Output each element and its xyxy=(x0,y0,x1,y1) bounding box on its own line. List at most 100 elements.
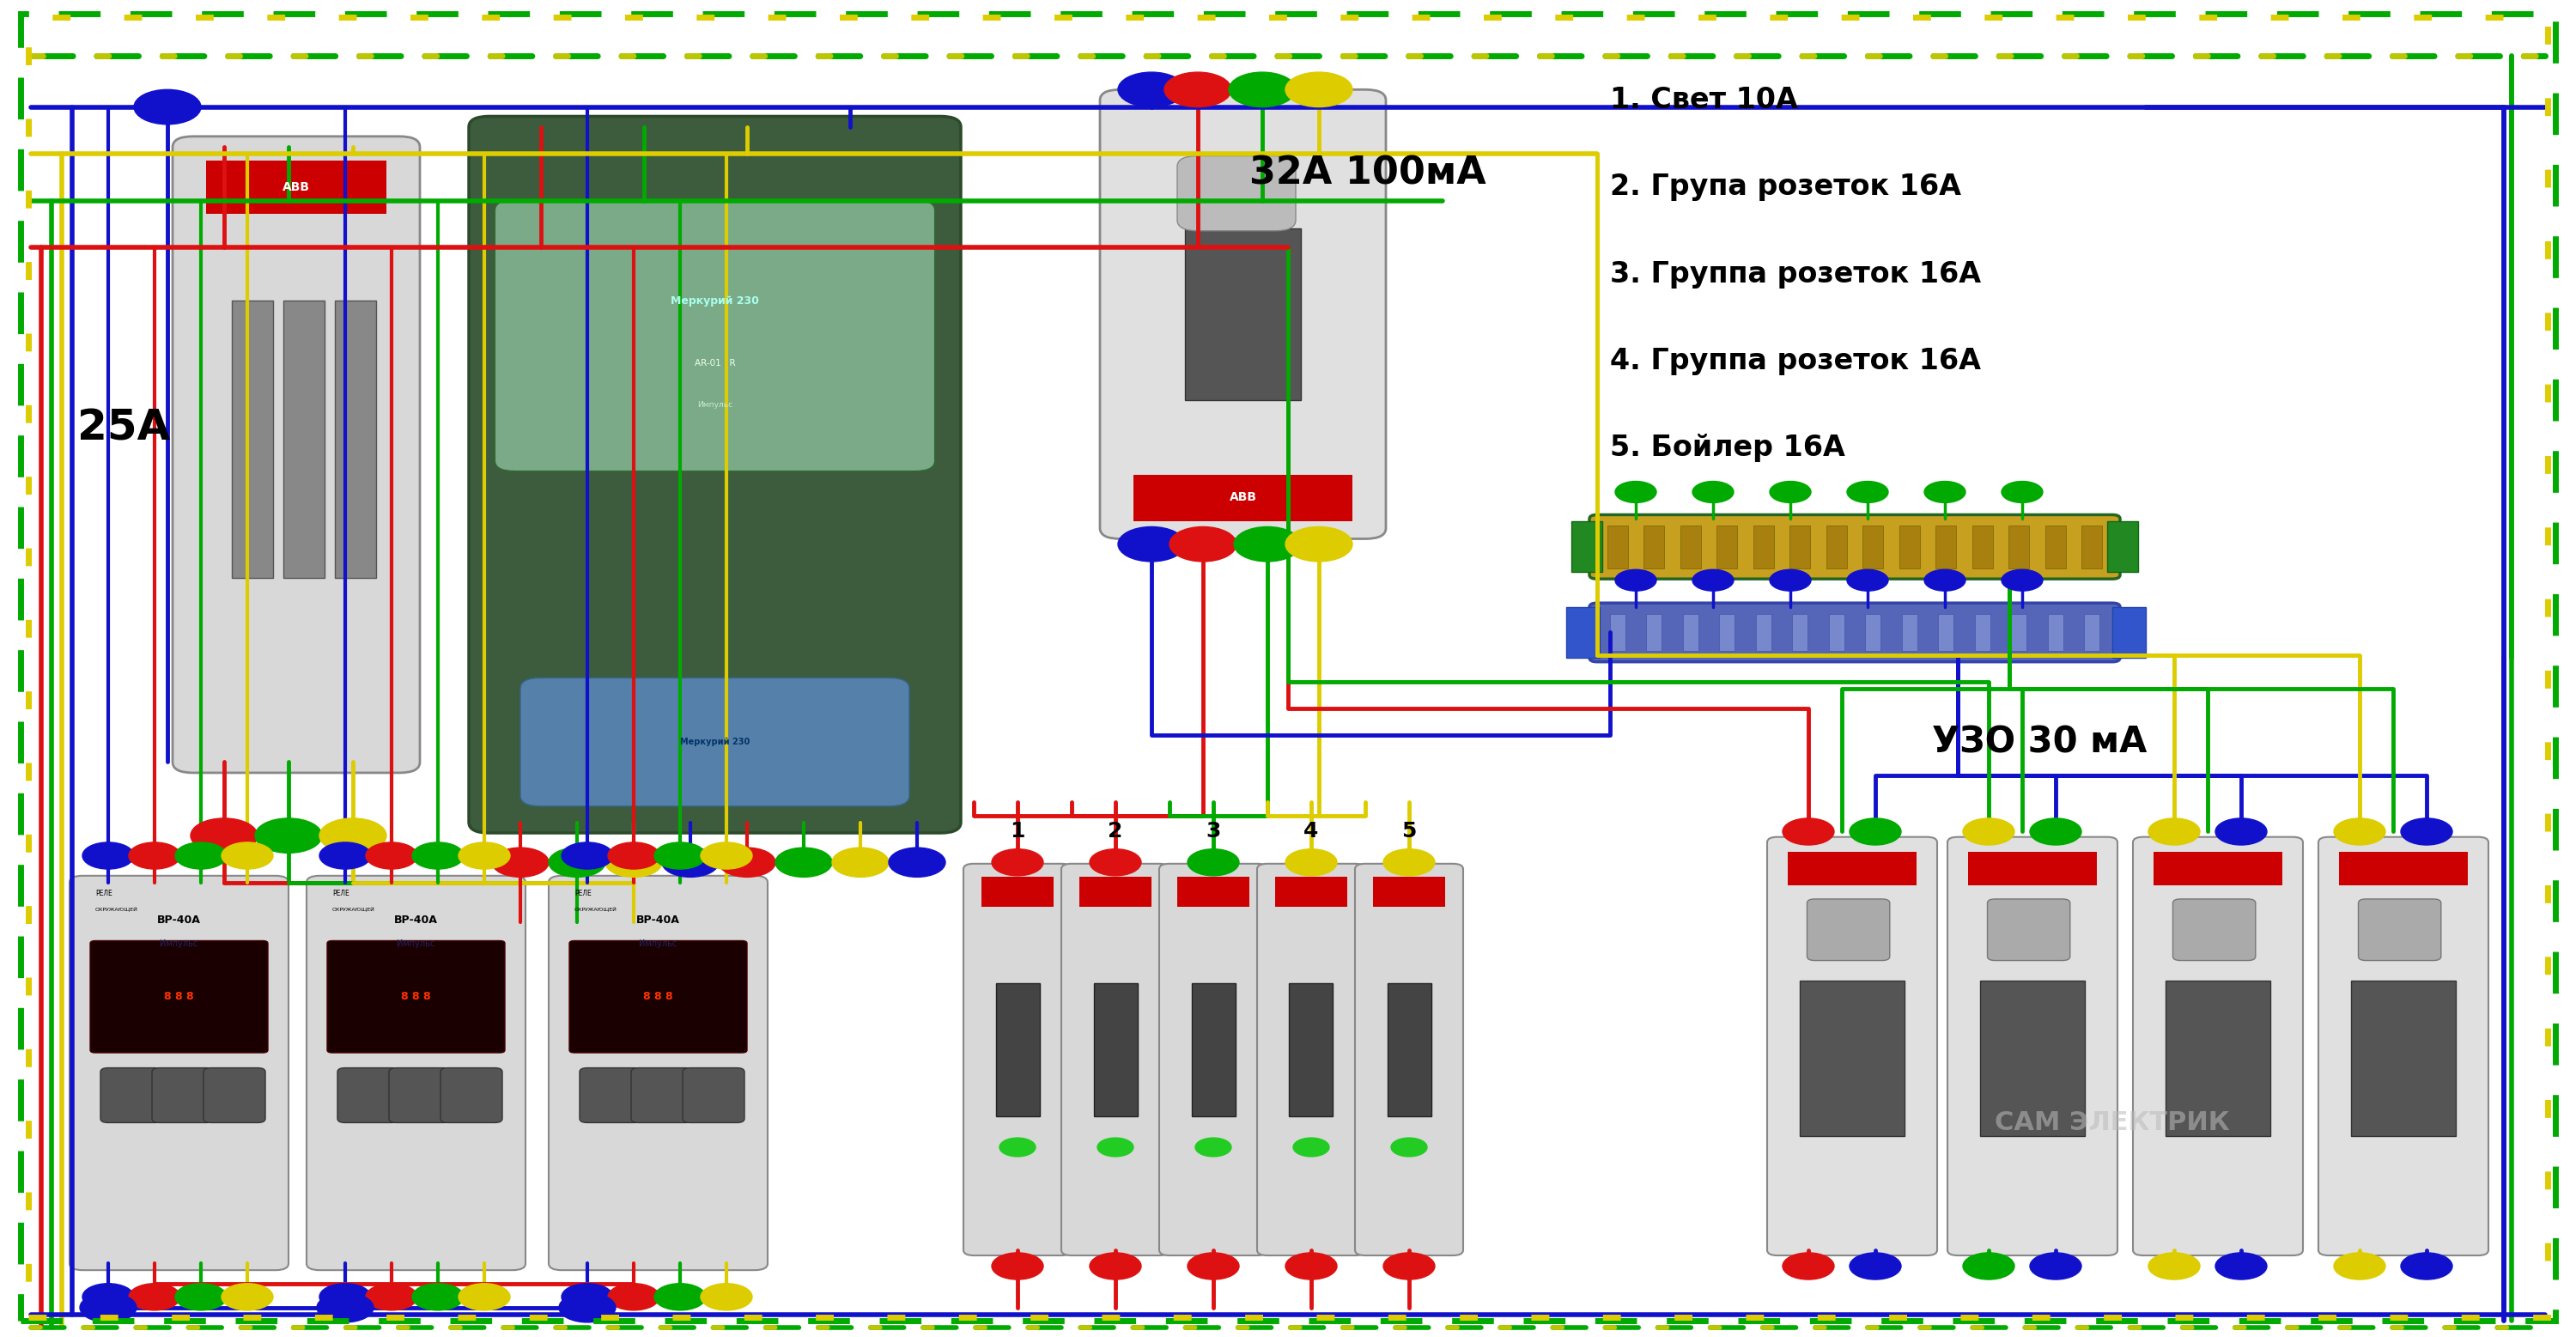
Circle shape xyxy=(2030,818,2081,845)
FancyBboxPatch shape xyxy=(1589,603,2120,662)
Text: Меркурий 230: Меркурий 230 xyxy=(670,295,760,306)
Circle shape xyxy=(255,818,322,853)
Circle shape xyxy=(1963,818,2014,845)
Bar xyxy=(1718,614,1734,651)
Circle shape xyxy=(1615,481,1656,503)
FancyBboxPatch shape xyxy=(495,199,935,472)
FancyBboxPatch shape xyxy=(469,116,961,833)
Circle shape xyxy=(459,842,510,869)
Circle shape xyxy=(562,1284,613,1310)
Text: 1. Свет 10А: 1. Свет 10А xyxy=(1610,86,1798,115)
Circle shape xyxy=(191,818,258,853)
Circle shape xyxy=(2002,570,2043,591)
Bar xyxy=(1754,525,1775,568)
Bar xyxy=(206,160,386,214)
FancyBboxPatch shape xyxy=(1767,837,1937,1255)
Text: 2: 2 xyxy=(1108,821,1123,842)
Circle shape xyxy=(129,1284,180,1310)
Circle shape xyxy=(832,848,889,877)
Circle shape xyxy=(1615,570,1656,591)
Bar xyxy=(2352,981,2455,1136)
FancyBboxPatch shape xyxy=(580,1068,641,1123)
Circle shape xyxy=(1783,1253,1834,1280)
Circle shape xyxy=(1391,1138,1427,1157)
Circle shape xyxy=(1850,1253,1901,1280)
Circle shape xyxy=(1170,527,1236,562)
Bar xyxy=(1275,877,1347,906)
FancyBboxPatch shape xyxy=(100,1068,162,1123)
FancyBboxPatch shape xyxy=(204,1068,265,1123)
Circle shape xyxy=(605,848,662,877)
Bar xyxy=(2107,521,2138,572)
Text: Меркурий 230: Меркурий 230 xyxy=(680,738,750,746)
FancyBboxPatch shape xyxy=(569,941,747,1052)
Bar xyxy=(1185,229,1301,400)
Bar xyxy=(1981,981,2084,1136)
Circle shape xyxy=(129,842,180,869)
Circle shape xyxy=(2030,1253,2081,1280)
Bar xyxy=(1682,614,1698,651)
FancyBboxPatch shape xyxy=(1100,90,1386,539)
FancyBboxPatch shape xyxy=(520,678,909,806)
Text: 8 8 8: 8 8 8 xyxy=(644,991,672,1003)
Text: УЗО 30 мА: УЗО 30 мА xyxy=(1932,725,2146,759)
FancyBboxPatch shape xyxy=(631,1068,693,1123)
Bar xyxy=(1643,525,1664,568)
FancyBboxPatch shape xyxy=(1257,864,1365,1255)
Circle shape xyxy=(701,1284,752,1310)
FancyBboxPatch shape xyxy=(1947,837,2117,1255)
FancyBboxPatch shape xyxy=(1355,864,1463,1255)
Bar xyxy=(1973,525,1994,568)
Circle shape xyxy=(1924,481,1965,503)
Bar xyxy=(1788,852,1917,885)
FancyBboxPatch shape xyxy=(2360,898,2442,960)
FancyBboxPatch shape xyxy=(1061,864,1170,1255)
Circle shape xyxy=(1188,849,1239,876)
Circle shape xyxy=(662,848,719,877)
FancyBboxPatch shape xyxy=(1989,898,2071,960)
Bar xyxy=(2084,614,2099,651)
Bar xyxy=(1826,525,1847,568)
Text: ВР-40А: ВР-40А xyxy=(394,915,438,927)
Bar xyxy=(1793,614,1808,651)
Bar xyxy=(232,301,273,578)
Text: ОКРУЖАЮЩЕЙ: ОКРУЖАЮЩЕЙ xyxy=(574,906,618,912)
Circle shape xyxy=(2215,818,2267,845)
Text: ВР-40А: ВР-40А xyxy=(636,915,680,927)
Bar xyxy=(1790,525,1811,568)
Bar xyxy=(1177,877,1249,906)
Bar xyxy=(1716,525,1736,568)
Circle shape xyxy=(889,848,945,877)
Bar xyxy=(1386,984,1432,1116)
Bar xyxy=(1801,981,1904,1136)
FancyBboxPatch shape xyxy=(307,876,526,1270)
Circle shape xyxy=(2148,1253,2200,1280)
Text: РЕЛЕ: РЕЛЕ xyxy=(574,890,592,897)
Bar xyxy=(1079,877,1151,906)
Circle shape xyxy=(1847,570,1888,591)
Circle shape xyxy=(412,1284,464,1310)
Circle shape xyxy=(1285,527,1352,562)
Bar xyxy=(2166,981,2269,1136)
Bar xyxy=(1937,614,1953,651)
Bar xyxy=(1976,614,1991,651)
Text: 3: 3 xyxy=(1206,821,1221,842)
Bar xyxy=(2048,614,2063,651)
Circle shape xyxy=(1195,1138,1231,1157)
Circle shape xyxy=(1293,1138,1329,1157)
Circle shape xyxy=(366,1284,417,1310)
Circle shape xyxy=(549,848,605,877)
FancyBboxPatch shape xyxy=(2172,898,2257,960)
Circle shape xyxy=(719,848,775,877)
FancyBboxPatch shape xyxy=(327,941,505,1052)
Text: АR-01   R: АR-01 R xyxy=(696,360,734,368)
Text: ВР-40А: ВР-40А xyxy=(157,915,201,927)
Circle shape xyxy=(2401,818,2452,845)
Text: САМ ЭЛЕКТРИК: САМ ЭЛЕКТРИК xyxy=(1994,1111,2231,1135)
Circle shape xyxy=(175,1284,227,1310)
FancyBboxPatch shape xyxy=(337,1068,399,1123)
Text: РЕЛЕ: РЕЛЕ xyxy=(95,890,113,897)
Text: Импульс: Импульс xyxy=(397,939,435,948)
Text: РЕЛЕ: РЕЛЕ xyxy=(332,890,350,897)
Circle shape xyxy=(1770,570,1811,591)
